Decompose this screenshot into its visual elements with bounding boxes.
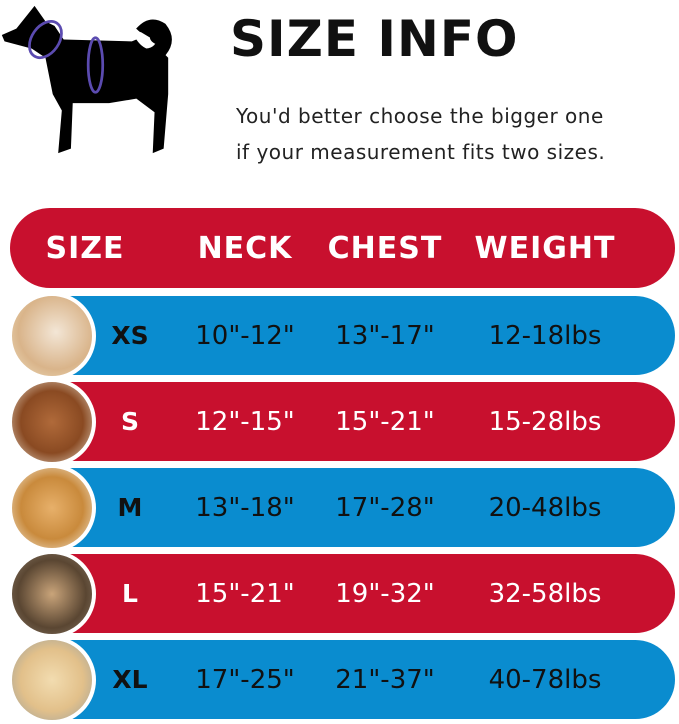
cell-chest: 13"-17" [335, 320, 435, 351]
pomeranian-photo [8, 292, 96, 380]
table-row: XS 10"-12" 13"-17" 12-18lbs [60, 296, 675, 375]
subtitle-line: You'd better choose the bigger one [236, 104, 604, 128]
dog-measurement-illustration [1, 5, 172, 154]
cell-weight: 15-28lbs [488, 406, 602, 437]
neck-ring-icon [28, 20, 63, 60]
cell-neck: 17"-25" [195, 664, 295, 695]
table-header: SIZE NECK CHEST WEIGHT [10, 208, 675, 288]
cell-chest: 21"-37" [335, 664, 435, 695]
cell-neck: 12"-15" [195, 406, 295, 437]
cell-size: XS [111, 321, 149, 350]
table-row: M 13"-18" 17"-28" 20-48lbs [60, 468, 675, 547]
header-neck: NECK [197, 230, 293, 266]
header-size: SIZE [45, 230, 125, 266]
french-bulldog-photo [8, 550, 96, 638]
cell-chest: 17"-28" [335, 492, 435, 523]
cell-size: XL [112, 665, 148, 694]
page-title: SIZE INFO [230, 10, 519, 68]
table-row: L 15"-21" 19"-32" 32-58lbs [60, 554, 675, 633]
header-chest: CHEST [327, 230, 443, 266]
labrador-photo [8, 636, 96, 724]
cell-neck: 13"-18" [195, 492, 295, 523]
cell-neck: 10"-12" [195, 320, 295, 351]
cell-weight: 12-18lbs [488, 320, 602, 351]
cell-size: M [117, 493, 143, 522]
cell-size: L [122, 579, 138, 608]
cell-chest: 19"-32" [335, 578, 435, 609]
cell-weight: 20-48lbs [488, 492, 602, 523]
table-row: XL 17"-25" 21"-37" 40-78lbs [60, 640, 675, 719]
subtitle: You'd better choose the bigger one if yo… [236, 98, 605, 170]
chest-ring-icon [86, 36, 105, 94]
poodle-photo [8, 378, 96, 466]
table-row: S 12"-15" 15"-21" 15-28lbs [60, 382, 675, 461]
shiba-photo [8, 464, 96, 552]
subtitle-line: if your measurement fits two sizes. [236, 140, 606, 164]
cell-weight: 40-78lbs [488, 664, 602, 695]
cell-chest: 15"-21" [335, 406, 435, 437]
cell-neck: 15"-21" [195, 578, 295, 609]
cell-weight: 32-58lbs [488, 578, 602, 609]
cell-size: S [120, 407, 139, 436]
header-weight: WEIGHT [474, 230, 616, 266]
